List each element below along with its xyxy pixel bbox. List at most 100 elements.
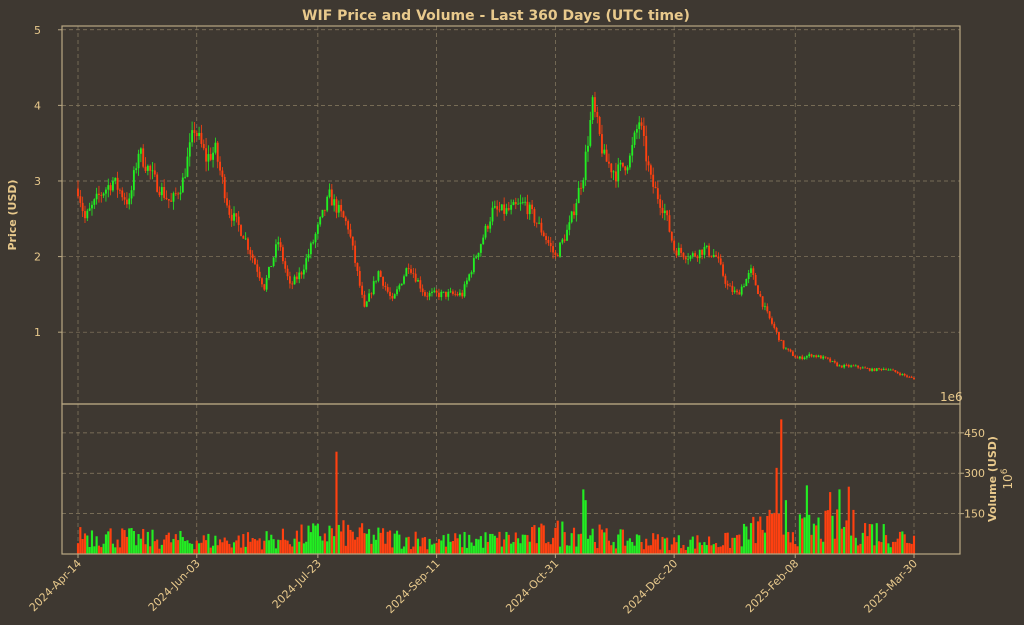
candle-body bbox=[424, 292, 426, 296]
volume-bar bbox=[307, 525, 310, 554]
volume-bar bbox=[156, 539, 159, 554]
volume-bar bbox=[721, 545, 725, 554]
candle-body bbox=[589, 120, 592, 146]
price-tick-label: 1 bbox=[34, 326, 41, 339]
candle-body bbox=[677, 247, 680, 256]
candle-body bbox=[512, 202, 515, 205]
volume-bar bbox=[412, 546, 415, 554]
candle-body bbox=[840, 365, 843, 368]
candle-body bbox=[913, 377, 915, 379]
volume-bar bbox=[878, 541, 881, 554]
candle-body bbox=[808, 354, 811, 357]
candle-body bbox=[647, 161, 650, 166]
candle-body bbox=[619, 162, 622, 165]
candle-body bbox=[801, 356, 804, 360]
volume-bar bbox=[214, 535, 217, 554]
candle-body bbox=[580, 187, 582, 189]
candle-body bbox=[277, 242, 280, 245]
volume-bar bbox=[181, 537, 184, 554]
volume-bar bbox=[300, 524, 303, 554]
candle-body bbox=[796, 357, 799, 359]
volume-bar bbox=[309, 532, 312, 554]
volume-bar bbox=[836, 509, 839, 554]
candle-body bbox=[170, 200, 173, 202]
candle-body bbox=[288, 276, 291, 284]
candle-body bbox=[887, 369, 890, 371]
candle-body bbox=[510, 204, 513, 210]
volume-bar bbox=[477, 539, 480, 554]
candle-body bbox=[906, 375, 908, 377]
volume-bar bbox=[211, 545, 215, 554]
volume-bar bbox=[582, 489, 585, 554]
volume-bar bbox=[607, 540, 611, 554]
candle-body bbox=[903, 374, 906, 376]
candle-body bbox=[349, 229, 352, 237]
candle-body bbox=[200, 132, 203, 144]
candle-body bbox=[722, 264, 724, 276]
candle-body bbox=[167, 199, 170, 201]
volume-bar bbox=[868, 523, 871, 554]
volume-bar bbox=[347, 524, 350, 554]
volume-bar bbox=[652, 533, 655, 554]
volume-bar bbox=[568, 545, 571, 554]
volume-bar bbox=[97, 545, 101, 554]
volume-bar bbox=[838, 489, 841, 554]
volume-bar bbox=[889, 547, 892, 554]
volume-bar bbox=[193, 549, 196, 554]
candle-body bbox=[899, 373, 901, 375]
volume-bar bbox=[393, 533, 396, 554]
volume-bar bbox=[102, 543, 105, 554]
volume-bar bbox=[852, 509, 855, 554]
volume-bar bbox=[898, 531, 902, 554]
candle-body bbox=[440, 291, 443, 298]
candle-body bbox=[910, 376, 913, 378]
volume-bar bbox=[551, 537, 555, 554]
volume-bar bbox=[496, 537, 499, 554]
volume-bar bbox=[808, 514, 811, 554]
candle-body bbox=[668, 215, 671, 232]
candle-body bbox=[486, 225, 489, 229]
volume-bar bbox=[437, 539, 441, 554]
volume-bar bbox=[649, 545, 652, 554]
candle-body bbox=[93, 199, 96, 205]
candle-body bbox=[612, 171, 615, 173]
grid-lines bbox=[62, 26, 960, 554]
volume-bar bbox=[749, 523, 753, 554]
candle-body bbox=[817, 355, 820, 358]
price-tick-label: 5 bbox=[34, 24, 41, 37]
x-tick-label: 2024-Apr-14 bbox=[27, 557, 84, 614]
candle-body bbox=[247, 238, 249, 250]
candle-body bbox=[300, 272, 303, 275]
candle-body bbox=[656, 188, 659, 200]
candle-body bbox=[864, 367, 867, 369]
candle-body bbox=[859, 367, 862, 369]
candle-body bbox=[605, 149, 608, 162]
candle-body bbox=[624, 166, 627, 171]
candle-body bbox=[556, 255, 559, 257]
volume-bar bbox=[277, 539, 280, 554]
candle-body bbox=[207, 154, 210, 162]
volume-bar bbox=[796, 546, 799, 554]
volume-bar bbox=[228, 543, 231, 554]
candle-body bbox=[479, 244, 482, 253]
candle-body bbox=[575, 203, 578, 216]
candle-body bbox=[254, 258, 256, 265]
candle-body bbox=[314, 233, 317, 243]
volume-bar bbox=[866, 536, 869, 554]
volume-exponent-superscript: 6 bbox=[1000, 468, 1010, 474]
volume-bar bbox=[237, 535, 240, 554]
chart-title: WIF Price and Volume - Last 360 Days (UT… bbox=[302, 8, 690, 24]
volume-bar bbox=[372, 534, 375, 554]
candle-body bbox=[458, 292, 461, 296]
candle-body bbox=[454, 293, 457, 295]
volume-bar bbox=[337, 524, 340, 554]
volume-bar bbox=[295, 530, 298, 554]
candle-body bbox=[675, 250, 678, 256]
candle-body bbox=[661, 207, 664, 214]
candle-body bbox=[118, 189, 121, 191]
candle-body bbox=[822, 356, 825, 359]
candle-body bbox=[88, 208, 91, 211]
candle-body bbox=[270, 266, 273, 267]
candle-body bbox=[221, 170, 224, 177]
volume-bar bbox=[735, 535, 739, 554]
